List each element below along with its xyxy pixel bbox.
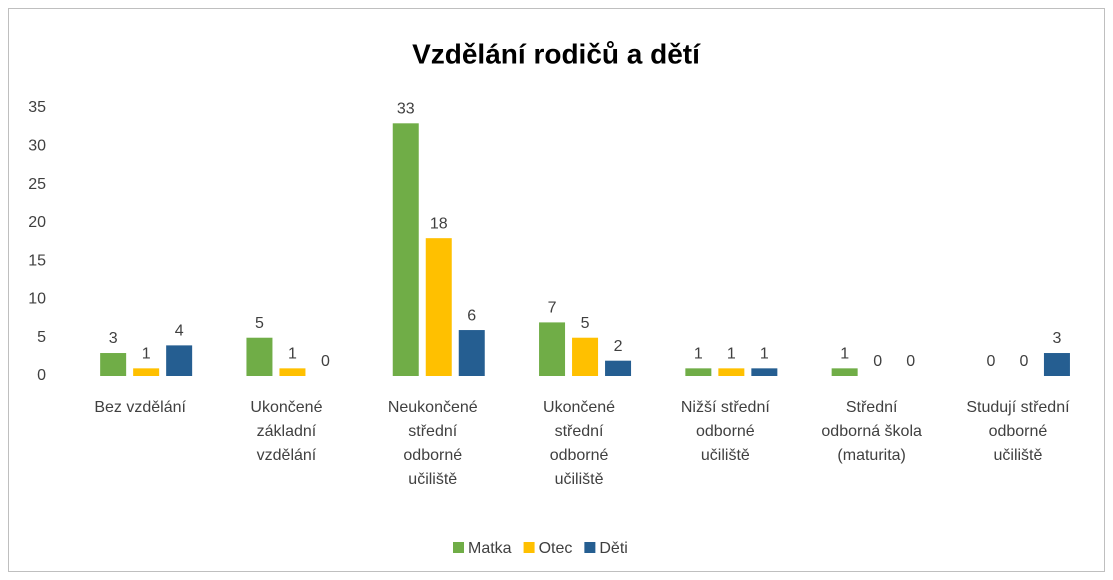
legend-swatch: [523, 542, 535, 553]
data-label: 2: [614, 338, 623, 355]
data-label: 0: [321, 353, 330, 370]
bar: [458, 330, 485, 376]
legend-label: Děti: [599, 540, 627, 557]
y-tick-label: 15: [28, 252, 46, 269]
data-label: 18: [430, 215, 448, 232]
data-label: 1: [727, 346, 736, 363]
data-label: 4: [175, 323, 184, 340]
data-label: 0: [1019, 353, 1028, 370]
legend-label: Otec: [539, 540, 573, 557]
chart-border: [8, 8, 1105, 572]
data-label: 33: [397, 101, 415, 118]
data-label: 5: [581, 315, 590, 332]
bar: [246, 337, 273, 376]
data-label: 0: [986, 353, 995, 370]
data-label: 1: [760, 346, 769, 363]
x-tick-label: Ukončené základní vzdělání: [250, 399, 322, 464]
legend-swatch: [453, 542, 464, 553]
bar: [831, 368, 858, 376]
y-tick-label: 30: [28, 138, 46, 155]
bar: [425, 238, 452, 376]
data-label: 1: [142, 346, 151, 363]
y-tick-label: 35: [28, 99, 46, 116]
bar: [100, 353, 127, 376]
bar: [572, 337, 599, 376]
bar: [605, 360, 632, 376]
x-tick-label: Neukončené střední odborné učiliště: [388, 399, 478, 488]
bar: [718, 368, 745, 376]
bar: [751, 368, 778, 376]
legend-label: Matka: [468, 540, 512, 557]
data-label: 1: [694, 346, 703, 363]
y-tick-label: 5: [37, 329, 46, 346]
bar: [1043, 353, 1070, 376]
x-tick-label: Bez vzdělání: [94, 399, 186, 416]
data-label: 0: [906, 353, 915, 370]
x-tick-label: Nižší střední odborné učiliště: [681, 399, 770, 464]
x-tick-label: Střední odborná škola (maturita): [821, 399, 922, 464]
y-tick-label: 25: [28, 176, 46, 193]
chart-title: Vzdělání rodičů a dětí: [412, 38, 701, 69]
y-tick-label: 0: [37, 367, 46, 384]
bar: [685, 368, 712, 376]
data-label: 3: [1052, 330, 1061, 347]
data-label: 1: [288, 346, 297, 363]
bar: [539, 322, 566, 376]
x-tick-label: Studují střední odborné učiliště: [966, 399, 1070, 464]
bar: [392, 123, 419, 376]
y-tick-label: 20: [28, 214, 46, 231]
y-tick-label: 10: [28, 291, 46, 308]
bar: [279, 368, 306, 376]
bar: [133, 368, 160, 376]
data-label: 3: [109, 330, 118, 347]
legend-swatch: [584, 542, 596, 553]
data-label: 5: [255, 315, 264, 332]
data-label: 1: [840, 346, 849, 363]
bar: [166, 345, 193, 376]
data-label: 6: [467, 307, 476, 324]
data-label: 7: [548, 300, 557, 317]
x-tick-label: Ukončené střední odborné učiliště: [543, 399, 615, 488]
data-label: 0: [873, 353, 882, 370]
